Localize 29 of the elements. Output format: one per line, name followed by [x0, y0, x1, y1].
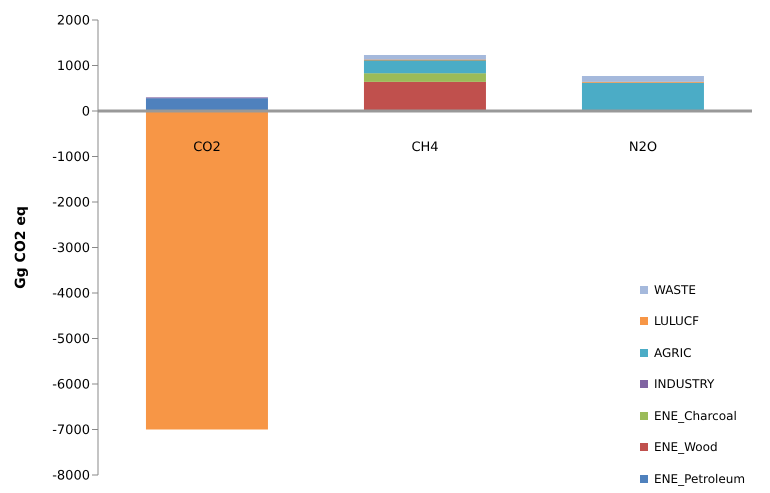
y-tick-label: -1000: [52, 150, 90, 166]
y-tick-label: 2000: [56, 14, 90, 29]
bar: [364, 55, 486, 60]
legend-label: ENE_Charcoal: [654, 408, 737, 423]
y-tick-label: -2000: [52, 196, 90, 211]
y-tick-label: -7000: [52, 423, 90, 438]
bar: [146, 111, 268, 430]
legend-label: INDUSTRY: [654, 377, 714, 392]
bar: [364, 60, 486, 74]
y-axis-title: Gg CO2 eq: [12, 206, 29, 289]
legend-label: ENE_Petroleum: [654, 472, 746, 486]
bar: [364, 82, 486, 111]
legend-label: LULUCF: [654, 314, 700, 328]
legend-label: ENE_Wood: [654, 440, 718, 454]
bar: [364, 73, 486, 82]
y-tick-label: -4000: [52, 286, 90, 302]
bar: [582, 82, 704, 111]
y-tick-label: -5000: [52, 332, 90, 348]
y-tick-label: 0: [82, 104, 90, 120]
y-tick-label: -3000: [52, 241, 90, 256]
x-tick-label: N2O: [628, 140, 658, 155]
y-tick-label: -6000: [52, 378, 90, 393]
legend-label: WASTE: [654, 282, 696, 297]
y-tick-label: -8000: [52, 468, 90, 484]
x-tick-label: CO2: [193, 140, 221, 155]
y-tick-label: 1000: [56, 59, 90, 74]
x-tick-label: CH4: [411, 140, 439, 155]
bar: [582, 76, 704, 82]
legend-label: AGRIC: [654, 346, 692, 360]
